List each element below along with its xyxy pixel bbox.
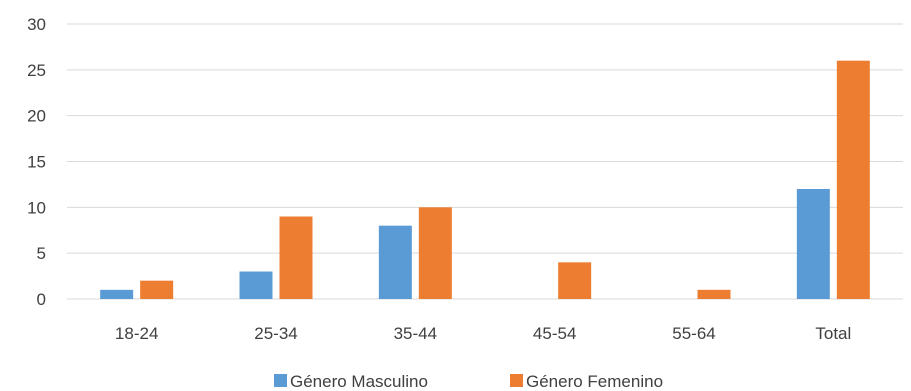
bar-femenino-45-54 xyxy=(558,262,592,299)
bar-femenino-55-64 xyxy=(697,289,731,299)
bar-femenino-18-24 xyxy=(140,280,174,299)
legend-label-masculino: Género Masculino xyxy=(290,372,428,391)
bar-masculino-18-24 xyxy=(100,289,134,299)
bar-femenino-25-34 xyxy=(279,216,313,299)
y-tick-label: 15 xyxy=(27,153,46,172)
bars xyxy=(100,60,870,299)
x-tick-label: 35-44 xyxy=(394,324,437,343)
y-axis-ticks: 0 5 10 15 20 25 30 xyxy=(27,15,46,309)
bar-femenino-total xyxy=(836,60,870,299)
y-tick-label: 10 xyxy=(27,198,46,217)
x-tick-label: 18-24 xyxy=(115,324,158,343)
legend-swatch-femenino xyxy=(510,374,523,387)
x-tick-label: Total xyxy=(815,324,851,343)
y-tick-label: 0 xyxy=(37,290,46,309)
legend: Género Masculino Género Femenino xyxy=(274,372,663,391)
x-tick-label: 55-64 xyxy=(672,324,715,343)
x-tick-label: 25-34 xyxy=(254,324,297,343)
y-tick-label: 25 xyxy=(27,61,46,80)
bar-femenino-35-44 xyxy=(418,207,452,299)
bar-masculino-25-34 xyxy=(239,271,273,299)
x-axis-ticks: 18-24 25-34 35-44 45-54 55-64 Total xyxy=(115,324,851,343)
bar-masculino-35-44 xyxy=(378,225,412,299)
y-tick-label: 5 xyxy=(37,244,46,263)
x-tick-label: 45-54 xyxy=(533,324,576,343)
legend-swatch-masculino xyxy=(274,374,287,387)
gridlines xyxy=(67,23,903,300)
legend-label-femenino: Género Femenino xyxy=(526,372,663,391)
bar-masculino-total xyxy=(796,189,830,299)
y-tick-label: 20 xyxy=(27,107,46,126)
y-tick-label: 30 xyxy=(27,15,46,34)
